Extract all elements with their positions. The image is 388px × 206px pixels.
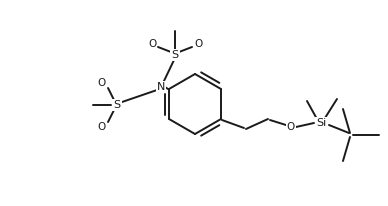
Text: Si: Si <box>316 118 326 128</box>
Text: N: N <box>157 82 165 92</box>
Text: O: O <box>97 78 105 88</box>
Text: O: O <box>97 122 105 132</box>
Text: O: O <box>148 39 156 49</box>
Text: O: O <box>287 122 295 132</box>
Text: O: O <box>194 39 202 49</box>
Text: S: S <box>113 100 121 110</box>
Text: S: S <box>171 50 178 60</box>
